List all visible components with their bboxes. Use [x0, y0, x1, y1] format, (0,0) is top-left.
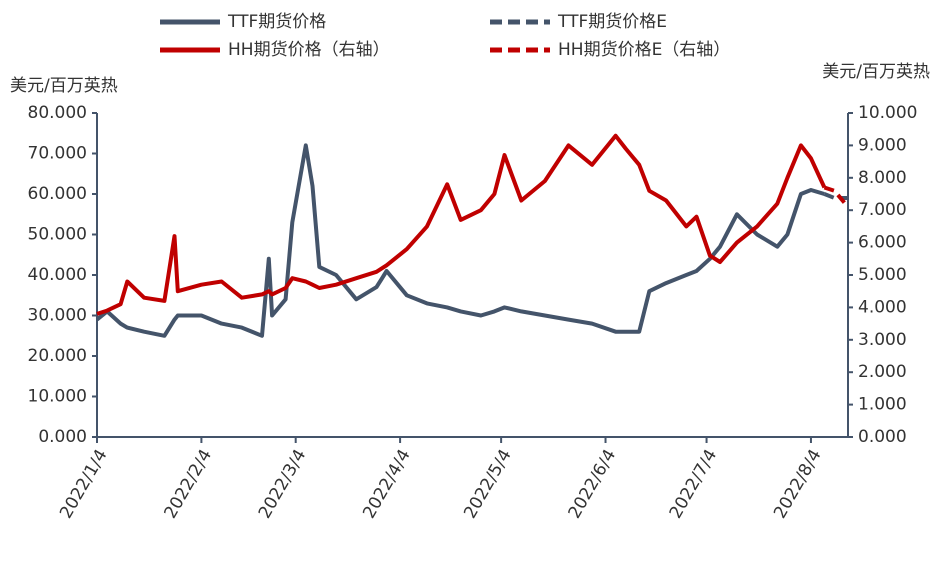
x-tick-label: 2022/3/4 — [255, 446, 311, 522]
y2-axis-label: 美元/百万英热 — [822, 62, 930, 82]
legend-label: HH期货价格（右轴） — [228, 40, 390, 60]
y2-tick-label: 2.000 — [858, 362, 907, 382]
series-line — [96, 133, 827, 316]
x-tick-label: 2022/7/4 — [666, 446, 722, 522]
y-tick-label: 40.000 — [28, 265, 87, 285]
y2-tick-label: 1.000 — [858, 395, 907, 415]
y2-tick-label: 9.000 — [858, 135, 907, 155]
x-tick-label: 2022/5/4 — [460, 446, 516, 522]
series-line — [823, 185, 850, 209]
y-tick-label: 60.000 — [28, 184, 87, 204]
legend-label: HH期货价格E（右轴） — [558, 40, 730, 60]
legend-label: TTF期货价格E — [557, 12, 667, 32]
y-tick-label: 50.000 — [28, 225, 87, 245]
x-tick-label: 2022/1/4 — [56, 446, 112, 522]
y2-tick-label: 4.000 — [858, 297, 907, 317]
y2-tick-label: 10.000 — [858, 103, 917, 123]
x-tick-label: 2022/2/4 — [161, 446, 217, 522]
x-tick-label: 2022/4/4 — [359, 446, 415, 522]
y-tick-label: 30.000 — [28, 306, 87, 326]
y-tick-label: 70.000 — [28, 144, 87, 164]
series-line — [823, 192, 848, 200]
y2-tick-label: 7.000 — [858, 200, 907, 220]
y2-tick-label: 6.000 — [858, 233, 907, 253]
y-tick-label: 10.000 — [28, 387, 87, 407]
series-line — [95, 143, 825, 338]
y2-tick-label: 0.000 — [858, 427, 907, 447]
y-tick-label: 20.000 — [28, 346, 87, 366]
y-axis-label: 美元/百万英热 — [10, 76, 118, 96]
y-tick-label: 0.000 — [38, 427, 87, 447]
legend-label: TTF期货价格 — [227, 12, 326, 32]
x-tick-label: 2022/6/4 — [565, 446, 621, 522]
y2-tick-label: 8.000 — [858, 168, 907, 188]
y-tick-label: 80.000 — [28, 103, 87, 123]
y2-tick-label: 5.000 — [858, 265, 907, 285]
x-tick-label: 2022/8/4 — [770, 446, 826, 522]
y2-tick-label: 3.000 — [858, 330, 907, 350]
